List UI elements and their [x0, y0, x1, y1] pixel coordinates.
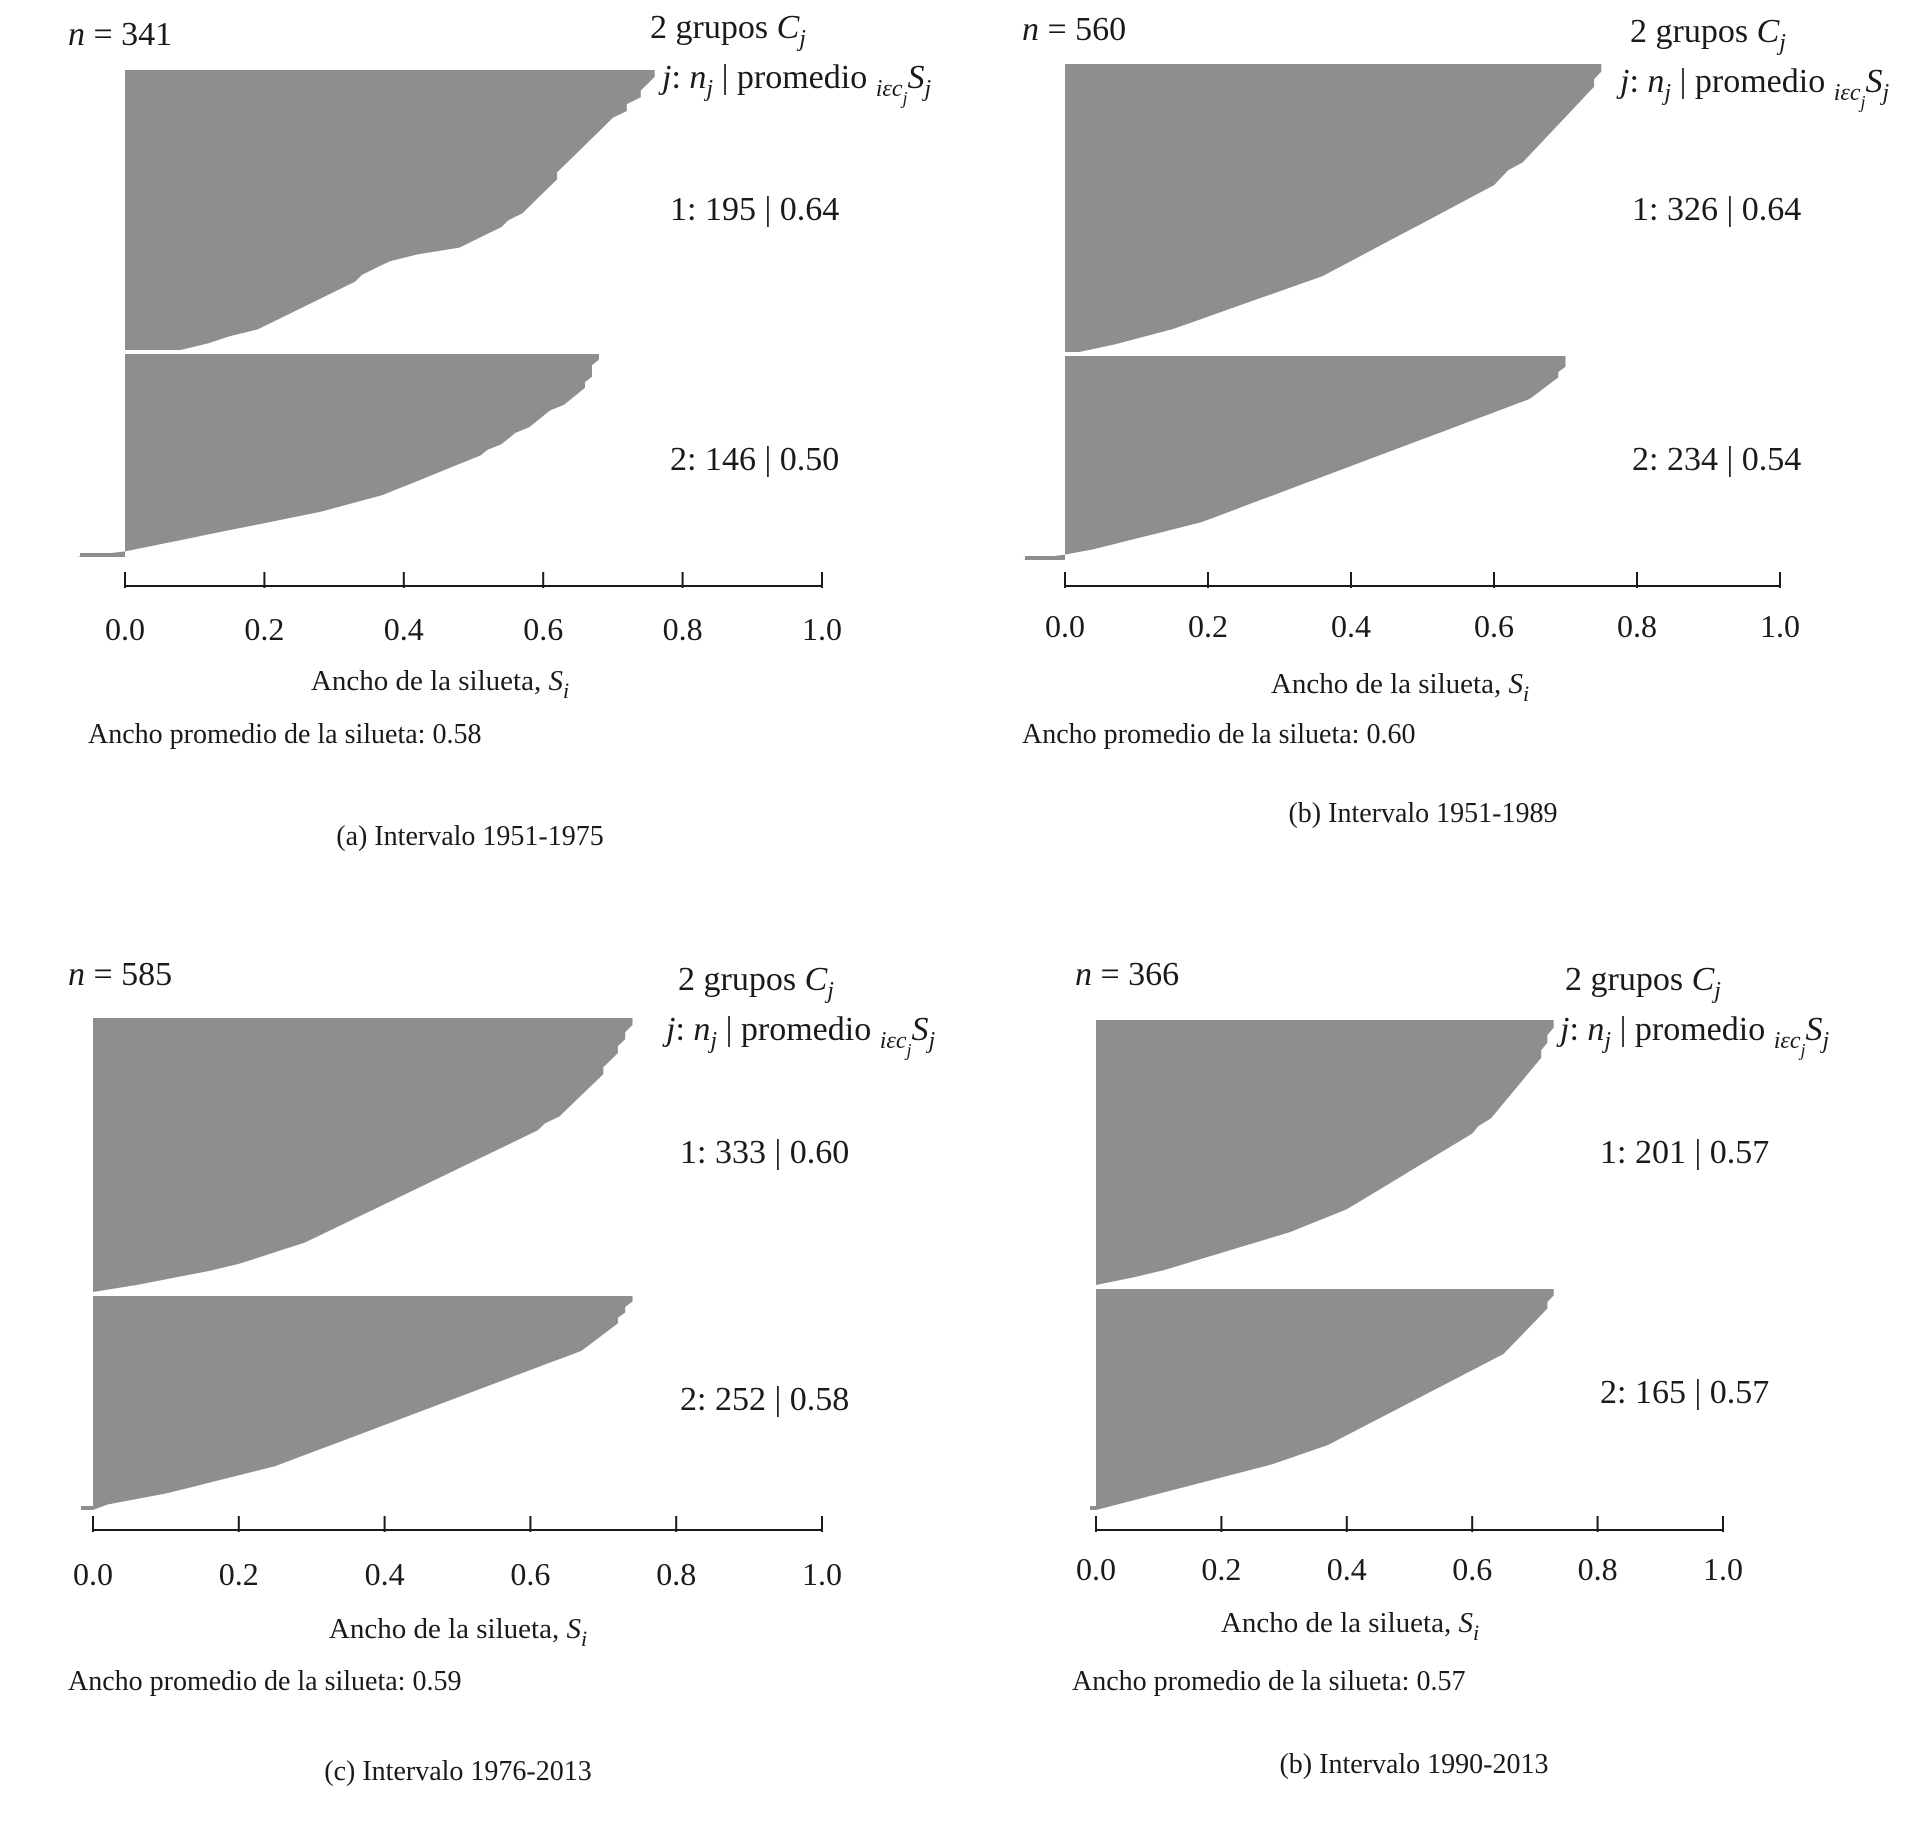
sample-size-label: n = 366: [1075, 956, 1179, 993]
x-tick-label: 0.2: [1188, 608, 1228, 644]
panel-caption: (c) Intervalo 1976-2013: [324, 1756, 591, 1787]
panel-caption: (b) Intervalo 1990-2013: [1279, 1749, 1548, 1780]
cluster-2-silhouette-bars: [1022, 356, 1566, 560]
panel-caption: (b) Intervalo 1951-1989: [1288, 798, 1557, 829]
x-tick-label: 1.0: [802, 611, 842, 647]
cluster-2-silhouette-bars: [93, 1296, 633, 1510]
x-tick-label: 0.4: [1327, 1551, 1367, 1587]
groups-title: 2 grupos Cj: [650, 9, 806, 52]
cluster-1-silhouette-bars: [1065, 64, 1602, 352]
x-tick-label: 0.2: [244, 611, 284, 647]
x-axis-title: Ancho de la silueta, Si: [329, 1613, 587, 1651]
x-tick-label: 0.8: [1578, 1551, 1618, 1587]
x-axis-title: Ancho de la silueta, Si: [1221, 1607, 1479, 1645]
groups-column-header: j: nj | promedio iεcjSj: [658, 59, 932, 108]
negative-silhouette-sliver: [81, 1506, 93, 1510]
x-tick-label: 0.2: [219, 1556, 259, 1592]
groups-title: 2 grupos Cj: [1630, 13, 1786, 56]
x-tick-label: 0.0: [73, 1556, 113, 1592]
silhouette-panel-b: 0.0 0.2 0.4 0.6 0.8 1.0 Ancho de la silueta, S…: [960, 0, 1920, 920]
negative-silhouette-sliver: [80, 553, 125, 557]
cluster-2-label: 2: 252 | 0.58: [680, 1381, 849, 1418]
groups-column-header: j: nj | promedio iεcjSj: [1616, 63, 1890, 112]
x-tick-label: 0.0: [1045, 608, 1085, 644]
x-tick-label: 0.8: [1617, 608, 1657, 644]
x-tick-label: 0.0: [1076, 1551, 1116, 1587]
x-tick-label: 0.8: [663, 611, 703, 647]
x-tick-label: 0.6: [1474, 608, 1514, 644]
groups-title: 2 grupos Cj: [678, 961, 834, 1004]
x-tick-label: 0.4: [1331, 608, 1371, 644]
x-tick-label: 0.4: [365, 1556, 405, 1592]
cluster-1-label: 1: 326 | 0.64: [1632, 191, 1801, 228]
x-axis-title: Ancho de la silueta, Si: [311, 665, 569, 703]
groups-title: 2 grupos Cj: [1565, 961, 1721, 1004]
average-silhouette-text: Ancho promedio de la silueta: 0.60: [1022, 719, 1415, 750]
average-silhouette-text: Ancho promedio de la silueta: 0.57: [1072, 1666, 1465, 1697]
average-silhouette-text: Ancho promedio de la silueta: 0.59: [68, 1666, 461, 1697]
x-tick-label: 0.4: [384, 611, 424, 647]
silhouette-plot-a: 0.0 0.2 0.4 0.6 0.8 1.0 Ancho de la silueta, S…: [68, 9, 932, 852]
x-tick-label: 0.0: [105, 611, 145, 647]
cluster-2-label: 2: 165 | 0.57: [1600, 1374, 1769, 1411]
cluster-1-silhouette-bars: [1096, 1020, 1554, 1285]
panel-caption: (a) Intervalo 1951-1975: [336, 821, 603, 852]
negative-silhouette-sliver: [1090, 1506, 1096, 1510]
cluster-1-label: 1: 195 | 0.64: [670, 191, 839, 228]
x-tick-label: 1.0: [802, 1556, 842, 1592]
x-tick-label: 0.6: [510, 1556, 550, 1592]
silhouette-panel-c: 0.0 0.2 0.4 0.6 0.8 1.0 Ancho de la silueta, S…: [0, 920, 960, 1840]
x-tick-label: 1.0: [1760, 608, 1800, 644]
sample-size-label: n = 341: [68, 16, 172, 53]
groups-column-header: j: nj | promedio iεcjSj: [662, 1011, 936, 1060]
groups-column-header: j: nj | promedio iεcjSj: [1556, 1011, 1830, 1060]
sample-size-label: n = 560: [1022, 11, 1126, 48]
silhouette-panel-d: 0.0 0.2 0.4 0.6 0.8 1.0 Ancho de la silueta, S…: [960, 920, 1920, 1840]
cluster-1-silhouette-bars: [93, 1018, 633, 1292]
cluster-1-label: 1: 333 | 0.60: [680, 1134, 849, 1171]
average-silhouette-text: Ancho promedio de la silueta: 0.58: [88, 719, 481, 750]
x-tick-label: 0.8: [656, 1556, 696, 1592]
cluster-2-label: 2: 234 | 0.54: [1632, 441, 1801, 478]
cluster-1-label: 1: 201 | 0.57: [1600, 1134, 1769, 1171]
x-tick-label: 0.6: [1452, 1551, 1492, 1587]
negative-silhouette-sliver: [1025, 556, 1065, 560]
sample-size-label: n = 585: [68, 956, 172, 993]
cluster-2-silhouette-bars: [1096, 1289, 1554, 1510]
x-axis-title: Ancho de la silueta, Si: [1271, 668, 1529, 706]
cluster-2-label: 2: 146 | 0.50: [670, 441, 839, 478]
cluster-1-silhouette-bars: [125, 70, 655, 350]
x-tick-label: 1.0: [1703, 1551, 1743, 1587]
x-tick-label: 0.2: [1201, 1551, 1241, 1587]
x-tick-label: 0.6: [523, 611, 563, 647]
cluster-2-silhouette-bars: [76, 354, 599, 557]
silhouette-plot-c: 0.0 0.2 0.4 0.6 0.8 1.0 Ancho de la silueta, S…: [68, 956, 936, 1787]
silhouette-plot-d: 0.0 0.2 0.4 0.6 0.8 1.0 Ancho de la silueta, S…: [1072, 956, 1830, 1780]
silhouette-panel-a: 0.0 0.2 0.4 0.6 0.8 1.0 Ancho de la silueta, S…: [0, 0, 960, 920]
silhouette-plot-b: 0.0 0.2 0.4 0.6 0.8 1.0 Ancho de la silueta, S…: [1022, 11, 1890, 829]
